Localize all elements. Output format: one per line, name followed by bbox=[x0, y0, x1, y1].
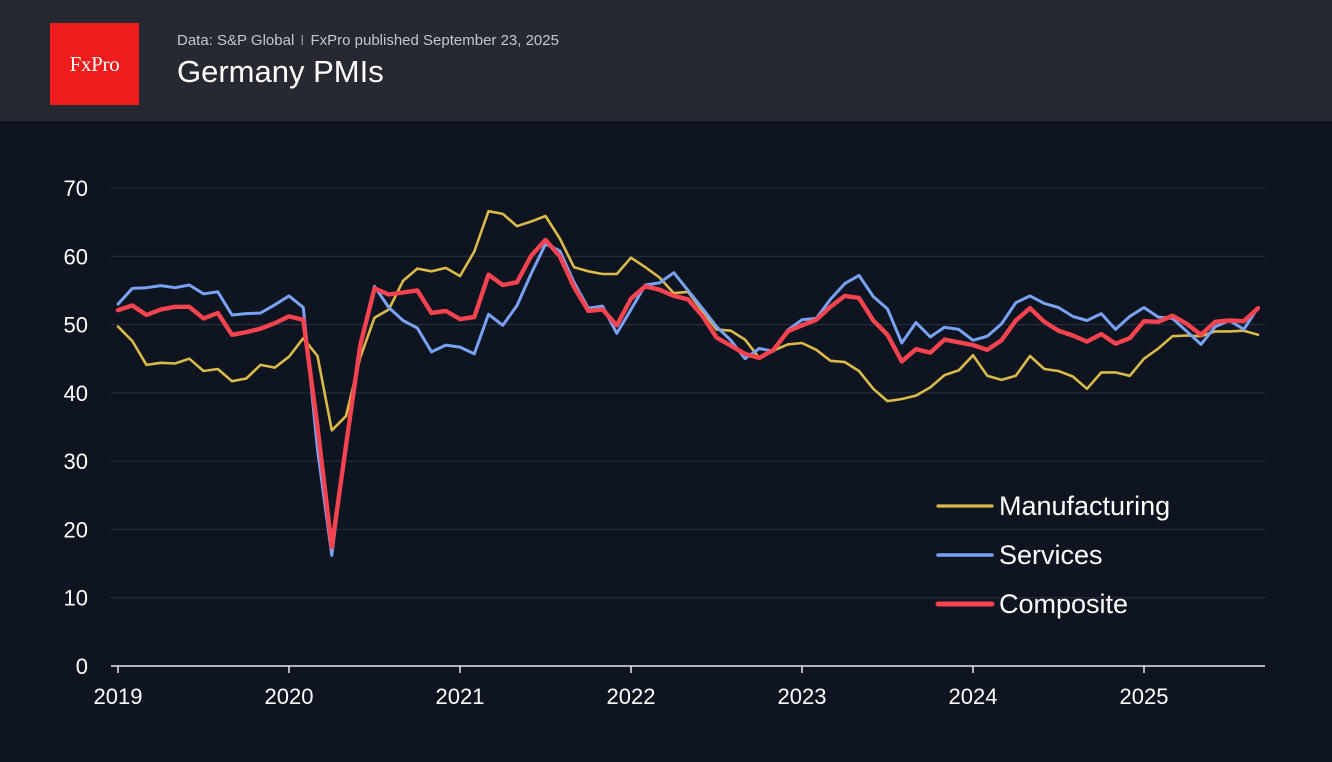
published-date: FxPro published September 23, 2025 bbox=[310, 32, 559, 49]
legend-label: Services bbox=[999, 540, 1103, 570]
x-tick-label: 2023 bbox=[778, 684, 827, 709]
legend-item-services: Services bbox=[936, 540, 1103, 570]
legend-label: Manufacturing bbox=[999, 491, 1170, 521]
x-tick-label: 2020 bbox=[265, 684, 314, 709]
source-line: Data: S&P Global I FxPro published Septemb… bbox=[177, 32, 559, 49]
x-axis-ticks: 2019 2020 2021 2022 2023 2024 2025 bbox=[94, 666, 1169, 709]
legend-item-composite: Composite bbox=[935, 589, 1128, 619]
source-separator: I bbox=[300, 32, 305, 49]
y-tick-label: 0 bbox=[76, 654, 88, 679]
y-tick-label: 30 bbox=[64, 449, 88, 474]
x-tick-label: 2022 bbox=[607, 684, 656, 709]
x-tick-label: 2025 bbox=[1120, 684, 1169, 709]
fxpro-logo: FxPro bbox=[50, 23, 139, 105]
y-tick-label: 70 bbox=[64, 176, 88, 201]
header-bar: FxPro Data: S&P Global I FxPro published S… bbox=[0, 0, 1332, 121]
y-tick-label: 50 bbox=[64, 313, 88, 338]
chart-title: Germany PMIs bbox=[177, 54, 384, 89]
x-tick-label: 2021 bbox=[436, 684, 485, 709]
y-axis-ticks: 0 10 20 30 40 50 60 70 bbox=[64, 176, 88, 679]
series-line-composite bbox=[115, 237, 1261, 550]
x-tick-label: 2024 bbox=[949, 684, 998, 709]
y-tick-label: 60 bbox=[64, 244, 88, 269]
y-tick-label: 20 bbox=[64, 517, 88, 542]
pmi-line-chart: 0 10 20 30 40 50 60 70 2019 2020 2021 2022 2023 2024… bbox=[64, 176, 1265, 709]
legend: Manufacturing Services Composite bbox=[935, 491, 1170, 619]
y-tick-label: 40 bbox=[64, 381, 88, 406]
series-lines bbox=[115, 209, 1261, 557]
x-tick-label: 2019 bbox=[94, 684, 143, 709]
grid-lines bbox=[111, 187, 1265, 599]
data-source: Data: S&P Global bbox=[177, 32, 295, 49]
legend-item-manufacturing: Manufacturing bbox=[936, 491, 1170, 521]
logo-text: FxPro bbox=[69, 51, 120, 76]
y-tick-label: 10 bbox=[64, 586, 88, 611]
legend-label: Composite bbox=[999, 589, 1128, 619]
